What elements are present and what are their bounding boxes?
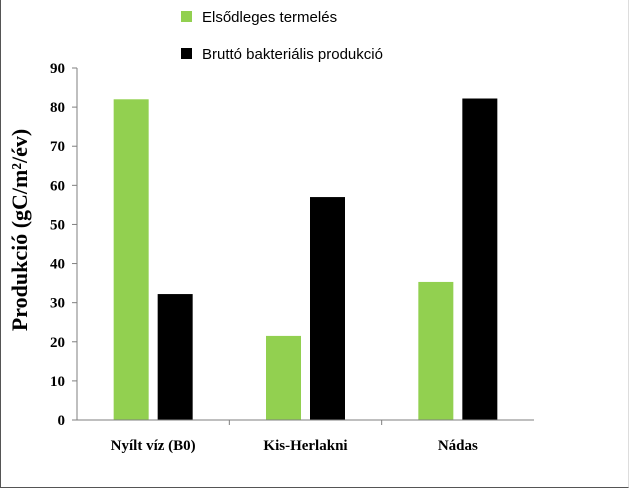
- x-tick-label: Nádas: [438, 438, 478, 454]
- y-tick-label: 90: [50, 61, 65, 77]
- x-axis: Nyílt víz (B0) Kis-Herlakni Nádas: [77, 419, 534, 454]
- legend-label: Bruttó bakteriális produkció: [202, 46, 383, 63]
- y-tick-label: 50: [50, 217, 65, 233]
- y-tick-label: 20: [50, 335, 65, 351]
- bar-primary-2: [418, 281, 454, 420]
- y-tick-label: 80: [50, 100, 65, 116]
- legend-swatch: [181, 11, 192, 22]
- y-tick-label: 0: [58, 413, 66, 429]
- bar-bacterial-0: [157, 294, 193, 420]
- y-tick-label: 60: [50, 178, 65, 194]
- bars: [113, 98, 498, 421]
- y-tick-label: 70: [50, 139, 65, 155]
- y-axis-label: Produkció (gC/m²/év): [7, 129, 32, 331]
- legend: Elsődleges termelés Bruttó bakteriális pr…: [181, 9, 383, 63]
- y-tick-label: 10: [50, 374, 65, 390]
- y-tick-label: 40: [50, 257, 65, 273]
- legend-swatch: [181, 48, 192, 59]
- y-axis: 0 10 20 30 40 50 60 70 80 90: [50, 61, 78, 429]
- bar-primary-1: [266, 335, 301, 420]
- bar-bacterial-1: [310, 197, 345, 420]
- x-tick-label: Nyílt víz (B0): [111, 438, 196, 454]
- y-tick-label: 30: [50, 296, 65, 312]
- bar-bacterial-2: [462, 98, 498, 421]
- x-tick-label: Kis-Herlakni: [263, 438, 347, 454]
- bar-primary-0: [113, 99, 149, 421]
- legend-label: Elsődleges termelés: [202, 9, 337, 26]
